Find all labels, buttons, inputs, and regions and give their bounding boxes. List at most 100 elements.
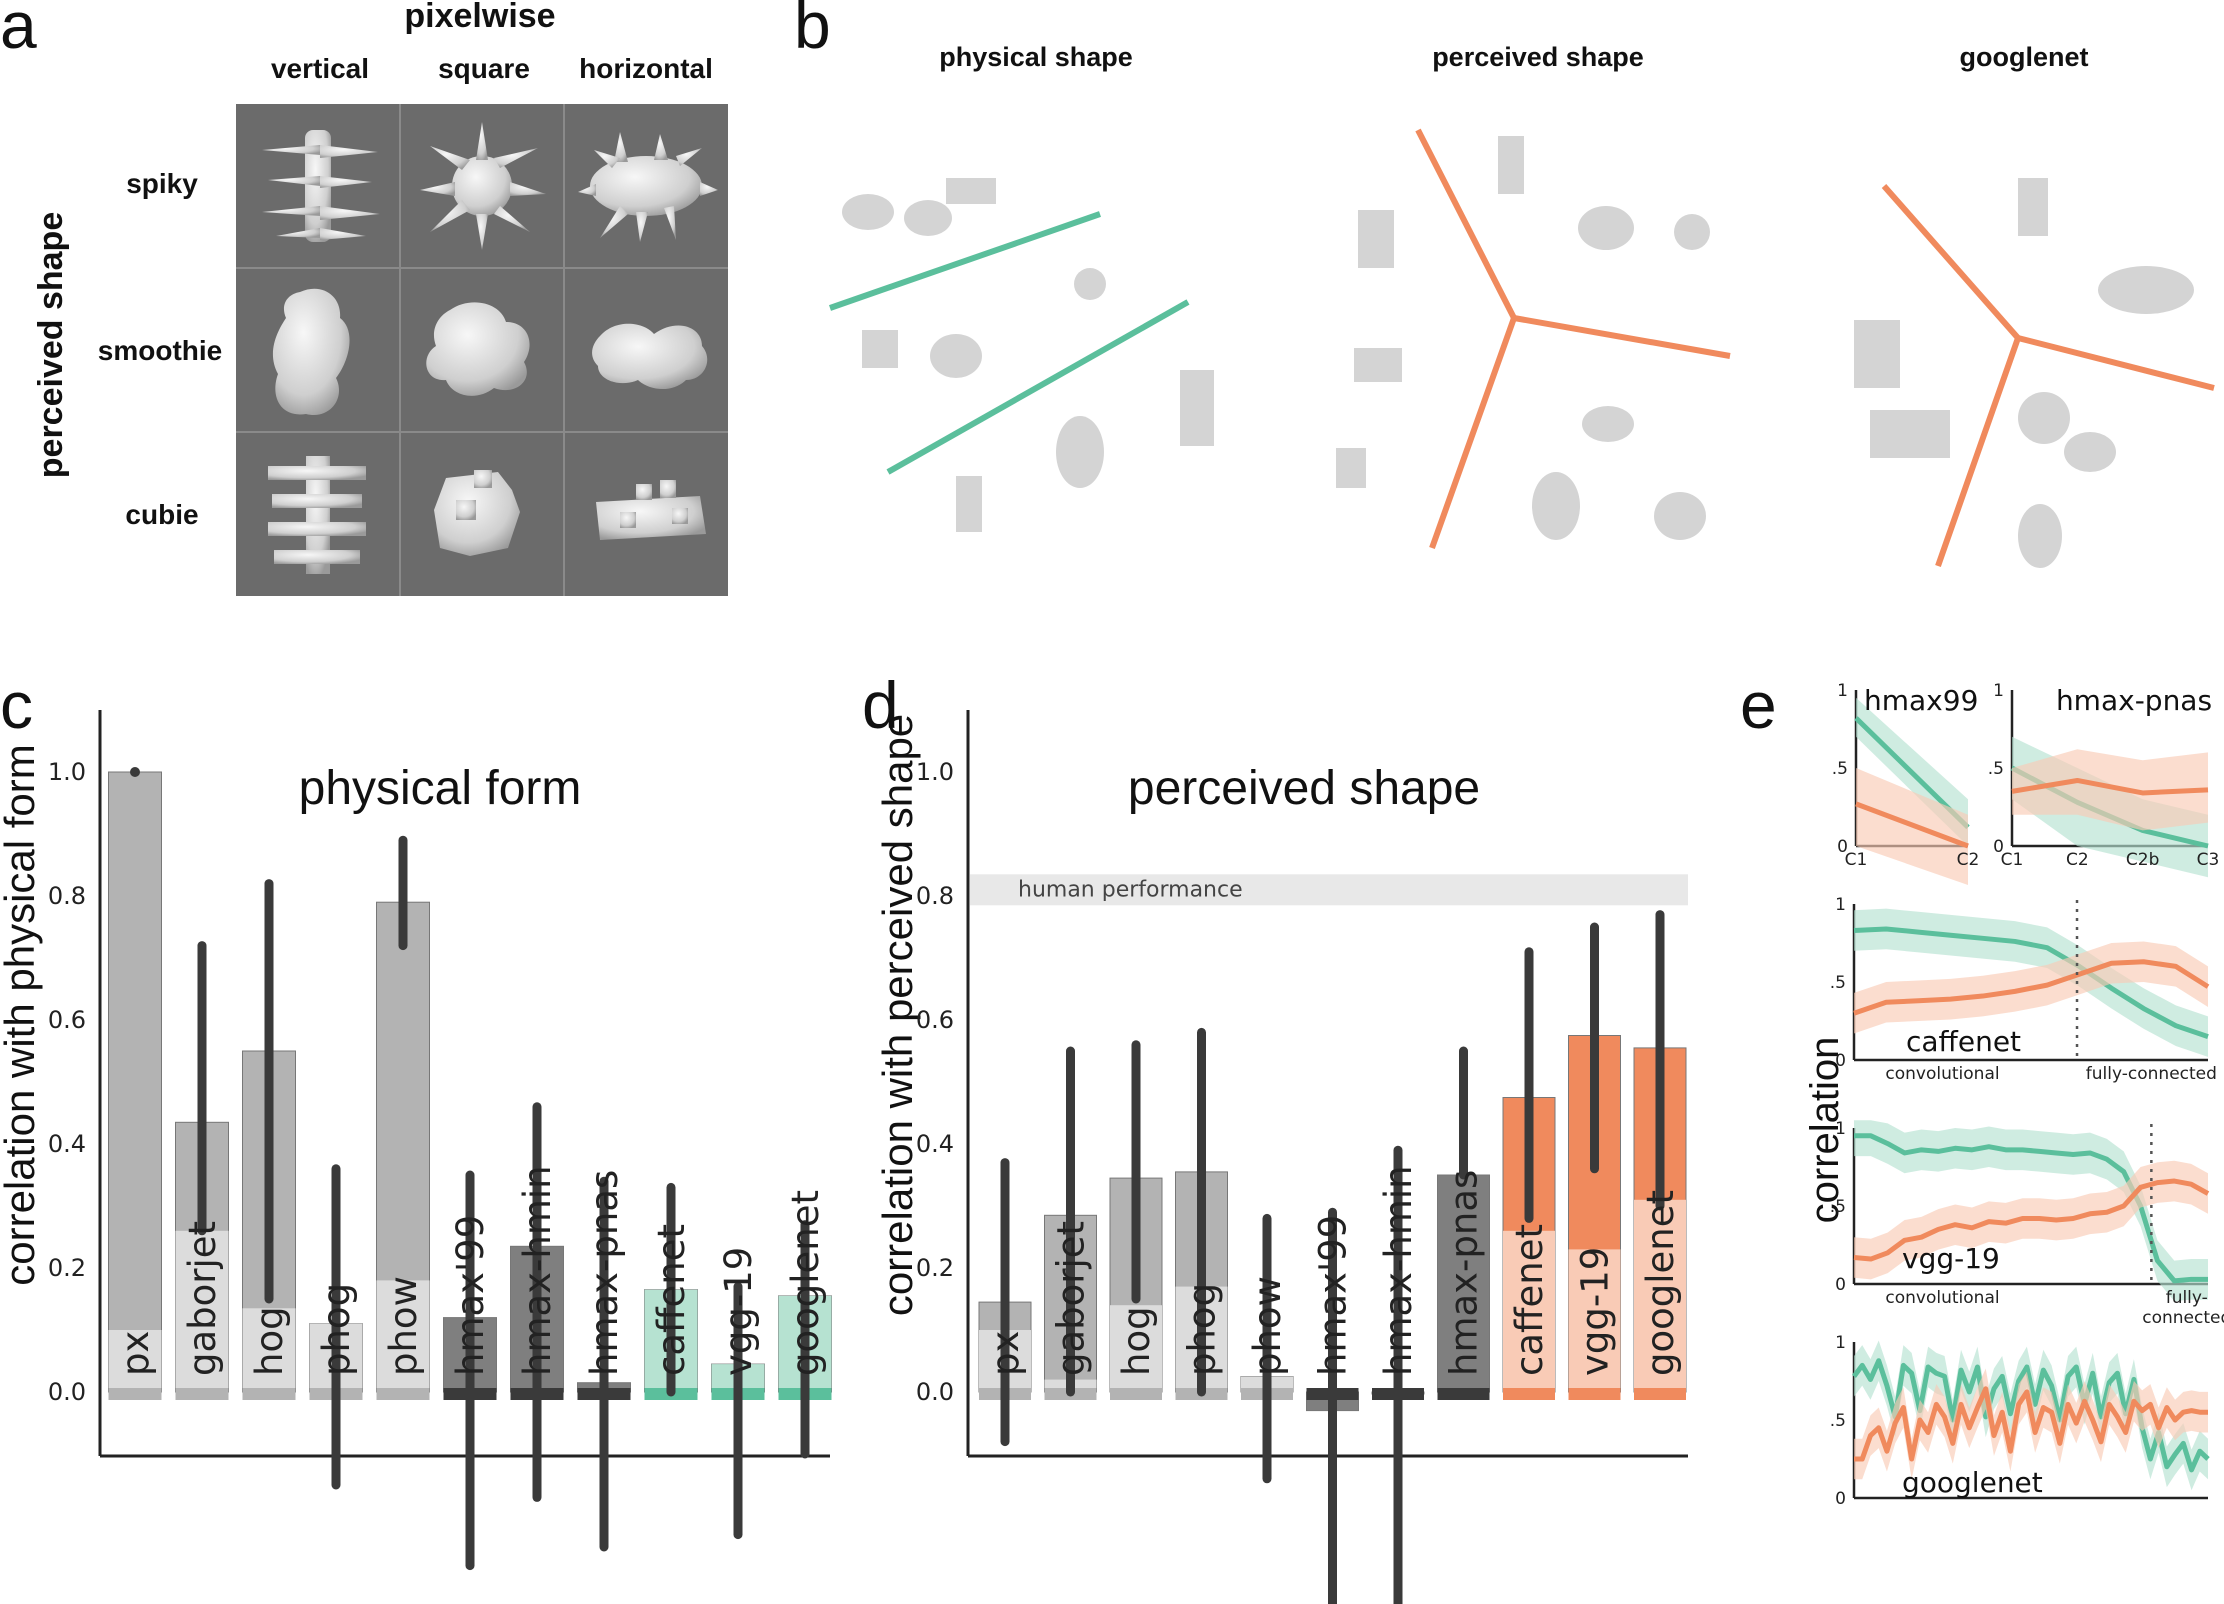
stimulus-spiky-horizontal — [578, 132, 718, 242]
mini-y-tick: 0 — [1835, 1051, 1846, 1071]
bar-label-hmax'99: hmax'99 — [449, 1215, 492, 1376]
mini-y-tick: 1 — [1993, 681, 2004, 701]
bar-label-hog: hog — [248, 1306, 291, 1376]
bar-lower-vgg-19 — [1568, 1249, 1621, 1392]
mini-chart-label: caffenet — [1906, 1025, 2021, 1058]
mini-x-tick: C2b — [2126, 850, 2159, 870]
row-label-smoothie: smoothie — [98, 335, 222, 366]
mini-y-tick: 0 — [1837, 837, 1848, 857]
mini-chart-label: googlenet — [1902, 1466, 2043, 1499]
mini-x-tick: C1 — [2001, 850, 2024, 870]
bar-label-googlenet: googlenet — [784, 1190, 827, 1376]
bar-label-phog: phog — [315, 1283, 358, 1376]
bar-label-gaborjet: gaborjet — [1050, 1221, 1093, 1376]
bar-label-hmax-hmin: hmax-hmin — [1377, 1165, 1420, 1376]
mini-chart-hmax99: 0 .5 1 C1 C2 hmax99 — [1832, 681, 1979, 885]
mini-chart-label: vgg-19 — [1902, 1242, 2000, 1275]
bar-label-px: px — [984, 1331, 1027, 1376]
mini-y-tick: .5 — [1830, 1197, 1846, 1217]
bar-base-googlenet — [1634, 1388, 1686, 1400]
bar-label-vgg-19: vgg-19 — [1574, 1247, 1617, 1376]
y-tick-label: 0.0 — [48, 1378, 86, 1406]
y-tick-label: 0.6 — [916, 1006, 954, 1034]
panel-a-letter: a — [0, 0, 37, 62]
chart-d-human-band: human performance — [970, 874, 1688, 906]
mini-y-tick: .5 — [1830, 973, 1846, 993]
bar-px — [108, 771, 162, 1393]
mini-x-label-conv: convolutional — [1885, 1288, 1999, 1308]
row-label-cubie: cubie — [125, 499, 198, 530]
mini-x-tick: C1 — [1845, 850, 1868, 870]
mini-chart-caffenet: 0 .5 1 convolutional fully-connected caffenet — [1830, 895, 2217, 1084]
mini-line-green — [1853, 926, 2209, 1039]
y-tick-label: 0.8 — [916, 882, 954, 910]
mini-chart-label: hmax99 — [1864, 684, 1978, 717]
mini-line-orange — [1854, 1386, 2208, 1462]
mini-y-tick: 1 — [1835, 1119, 1846, 1139]
bar-label-hmax'99: hmax'99 — [1312, 1215, 1355, 1376]
mini-chart-hmax-pnas: 0 .5 1 C1 C2 C2b C3 hmax-pnas — [1988, 681, 2220, 878]
mini-chart-label: hmax-pnas — [2056, 684, 2212, 717]
bar-lower-phow — [376, 1280, 430, 1392]
y-tick-label: 1.0 — [916, 758, 954, 786]
chart-c-title: physical form — [299, 762, 582, 815]
panel-c-letter: c — [0, 668, 33, 742]
panel-e-ylabel: correlation — [1803, 1037, 1847, 1224]
b-title-googlenet: googlenet — [1960, 42, 2089, 72]
panel-e-letter: e — [1740, 668, 1777, 742]
b3-boundaries — [1881, 184, 2215, 567]
y-tick-label: 0.2 — [916, 1254, 954, 1282]
perceived-shape-row-title: perceived shape — [32, 212, 70, 478]
mini-x-label-conv: convolutional — [1885, 1064, 1999, 1084]
panel-b: b physical shape perceived shape googlen… — [794, 0, 2215, 568]
bar-label-caffenet: caffenet — [650, 1224, 693, 1376]
b1-boundary-1 — [829, 211, 1101, 311]
mini-x-tick: C2 — [2066, 850, 2089, 870]
panel-e: e correlation 0 .5 1 C1 C2 hmax99 0 .5 1 C1 C2 C2b… — [1740, 668, 2224, 1509]
y-tick-label: 0.4 — [48, 1130, 86, 1158]
errorbar-point-px — [130, 767, 140, 777]
bar-lower-hog — [1110, 1305, 1162, 1392]
panel-d: d perceived shape correlation with perce… — [862, 668, 1688, 1604]
y-tick-label: 0.8 — [48, 882, 86, 910]
bar-lower-gaborjet — [175, 1230, 229, 1392]
bar-label-hmax-pnas: hmax-pnas — [1443, 1170, 1486, 1376]
stimulus-spiky-vertical — [262, 130, 380, 242]
chart-d-y-ticks: 0.0 0.2 0.4 0.6 0.8 1.0 — [916, 758, 954, 1406]
y-tick-label: 1.0 — [48, 758, 86, 786]
panel-d-letter: d — [862, 668, 899, 742]
human-performance-band — [970, 874, 1688, 906]
col-label-vertical: vertical — [271, 53, 369, 84]
mini-line-orange — [1853, 959, 2210, 1016]
mini-line-green — [1852, 1358, 2210, 1473]
stimulus-spiky-square — [420, 122, 546, 250]
b3-thumbnails — [1854, 178, 2194, 568]
bar-label-hog: hog — [1115, 1306, 1158, 1376]
bar-label-gaborjet: gaborjet — [181, 1221, 224, 1376]
b1-boundary-2 — [886, 299, 1190, 475]
y-tick-label: 0.4 — [916, 1130, 954, 1158]
mini-band-green — [1854, 908, 2208, 1057]
chart-d-bars: px gaborjet hog phog phow hmax'99 hmax-hmin hma… — [978, 910, 1687, 1604]
mini-line-green — [1854, 1133, 2208, 1284]
b2-boundaries — [1415, 128, 1731, 550]
bar-lower-caffenet — [1503, 1230, 1555, 1392]
mini-y-tick: 0 — [1835, 1275, 1846, 1295]
bar-label-px: px — [114, 1331, 157, 1376]
chart-c-y-ticks: 0.0 0.2 0.4 0.6 0.8 1.0 — [48, 758, 86, 1406]
mini-y-tick: 1 — [1837, 681, 1848, 701]
mini-band-orange — [2012, 749, 2208, 831]
pixelwise-title: pixelwise — [404, 0, 555, 35]
bar-base-caffenet — [1503, 1388, 1555, 1400]
chart-c-ylabel: correlation with physical form — [0, 744, 43, 1286]
stimulus-smoothie-horizontal — [592, 323, 708, 390]
mini-x-label-fc: fully- — [2166, 1288, 2208, 1308]
bar-base-px — [108, 1388, 162, 1400]
chart-d-title: perceived shape — [1128, 762, 1480, 815]
bar-label-hmax-pnas: hmax-pnas — [583, 1170, 626, 1376]
col-label-square: square — [438, 53, 530, 84]
bar-label-phog: phog — [1181, 1283, 1224, 1376]
bar-base-hog — [1110, 1388, 1162, 1400]
mini-x-tick: C3 — [2197, 850, 2220, 870]
bar-label-googlenet: googlenet — [1639, 1190, 1682, 1376]
